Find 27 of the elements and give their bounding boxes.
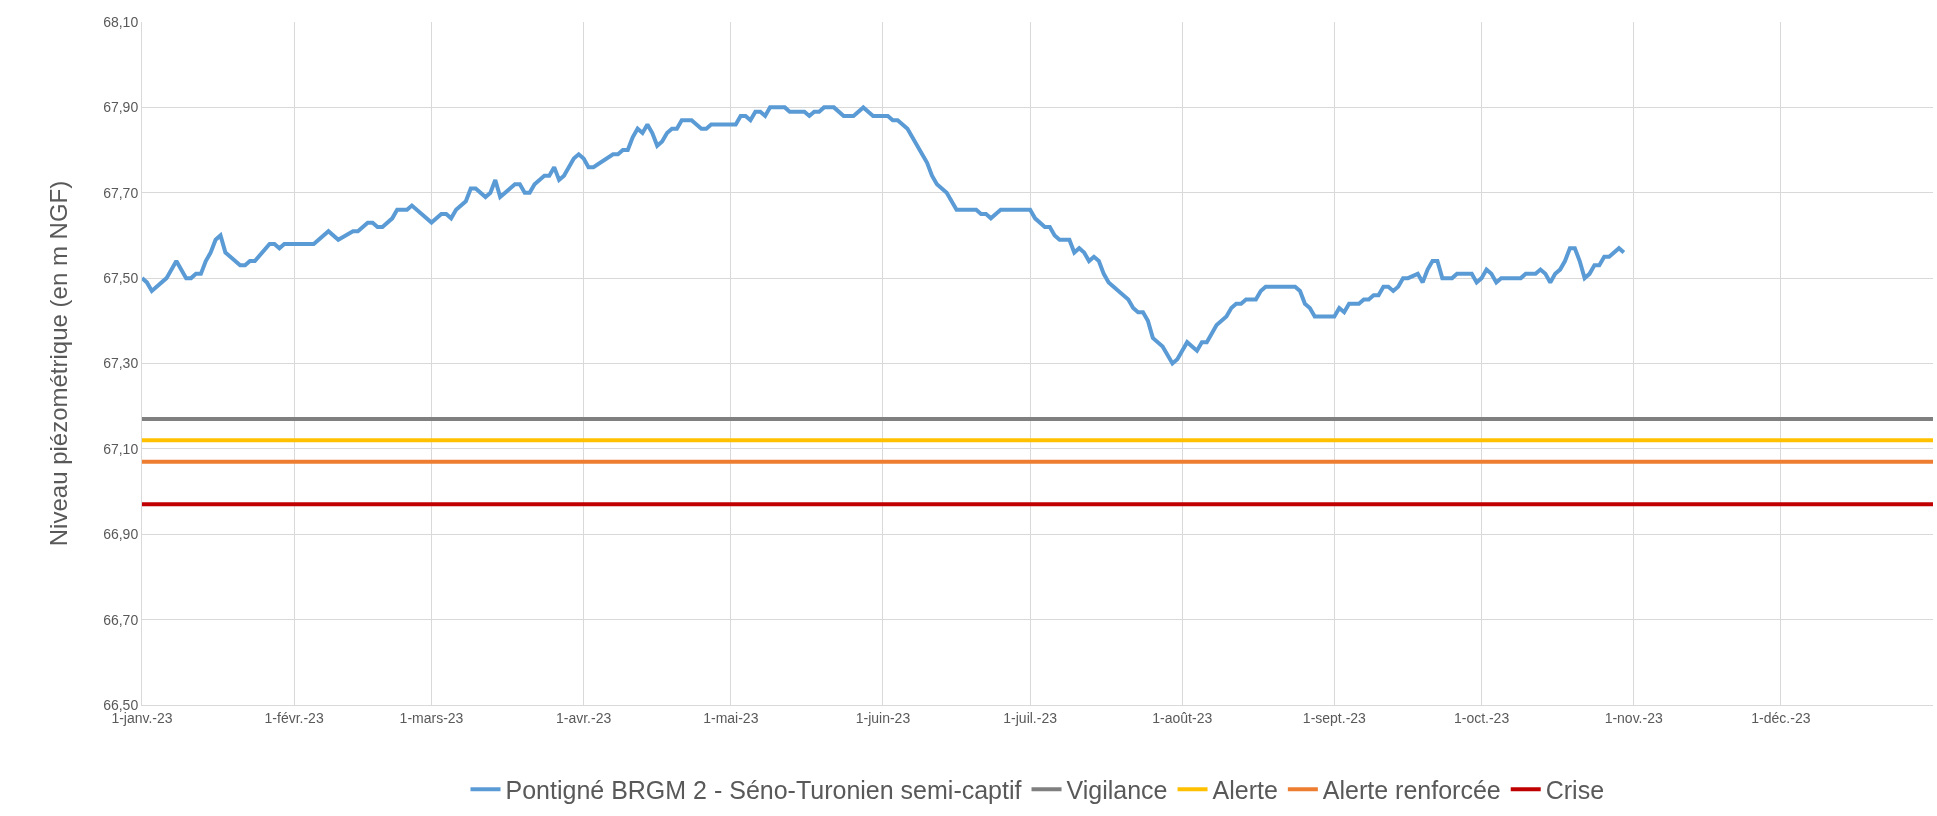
x-tick-label: 1-août-23	[1152, 709, 1213, 726]
y-tick-label: 67,90	[103, 99, 139, 116]
x-tick-label: 1-mars-23	[399, 709, 464, 726]
x-tick-label: 1-nov.-23	[1604, 709, 1663, 726]
y-tick-label: 66,90	[103, 526, 139, 543]
x-tick-label: 1-févr.-23	[264, 709, 324, 726]
x-tick-label: 1-avr.-23	[555, 709, 612, 726]
x-tick-label: 1-déc.-23	[1751, 709, 1811, 726]
legend-label: Vigilance	[1066, 775, 1168, 804]
line-series	[142, 105, 1626, 366]
legend-label: Alerte	[1212, 775, 1278, 804]
legend-label: Alerte renforcée	[1322, 775, 1501, 804]
y-tick-label: 67,50	[103, 270, 139, 287]
y-tick-label: 66,70	[103, 611, 139, 628]
x-tick-label: 1-juil.-23	[1003, 709, 1058, 726]
y-tick-label: 67,10	[103, 440, 139, 457]
legend-label: Crise	[1545, 775, 1605, 804]
legend-label: Pontigné BRGM 2 - Séno-Turonien semi-captif	[505, 775, 1022, 804]
x-tick-label: 1-juin-23	[855, 709, 911, 726]
y-axis-title: Niveau piézométrique (en m NGF)	[45, 180, 73, 547]
y-tick-label: 67,70	[103, 184, 139, 201]
y-tick-label: 68,10	[103, 13, 139, 30]
y-tick-label: 66,50	[103, 696, 139, 713]
x-tick-label: 1-sept.-23	[1302, 709, 1367, 726]
x-tick-label: 1-mai-23	[703, 709, 759, 726]
x-tick-label: 1-oct.-23	[1453, 709, 1510, 726]
y-tick-label: 67,30	[103, 355, 139, 372]
